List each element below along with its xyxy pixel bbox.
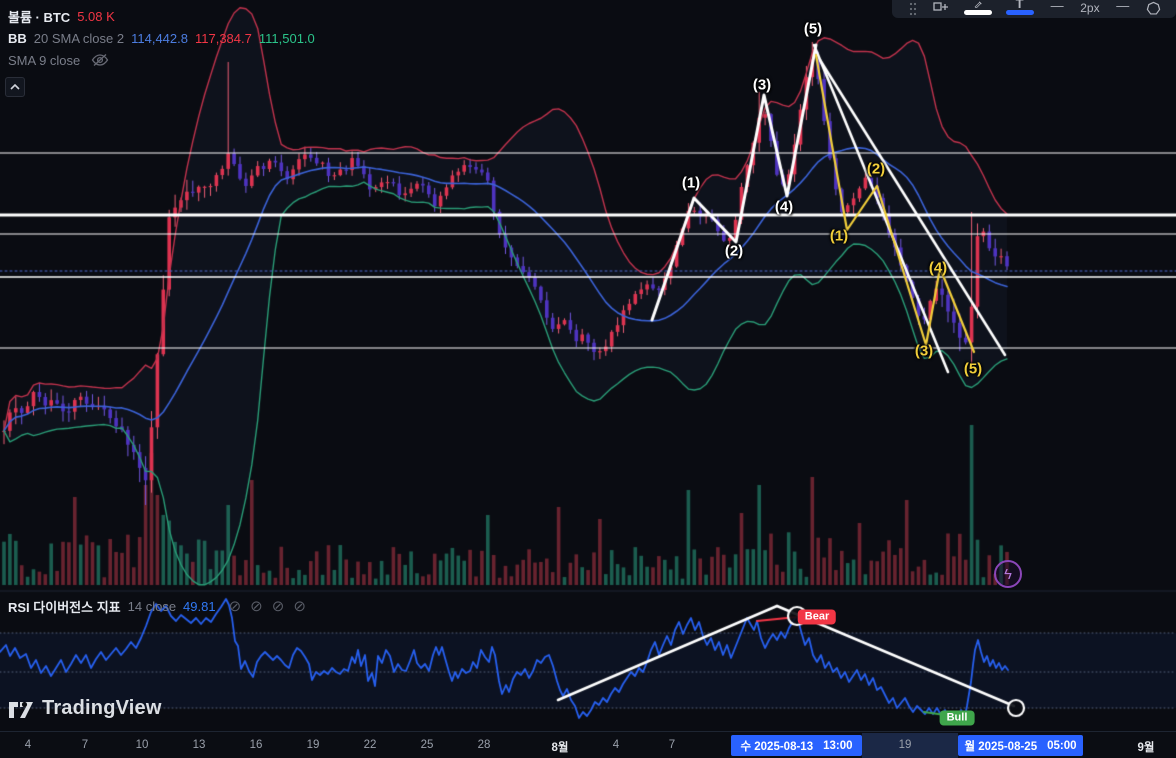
- bb-upper-value: 114,442.8: [131, 30, 188, 46]
- status-slash-icon: ⊘: [228, 598, 242, 615]
- legend-bb-row[interactable]: BB 20 SMA close 2 114,442.8 117,384.7 11…: [8, 27, 315, 49]
- eye-off-icon[interactable]: [91, 53, 109, 67]
- bb-lower-value: 111,501.0: [258, 30, 315, 46]
- time-axis-tick: 19: [898, 739, 912, 751]
- status-slash-icon: ⊘: [293, 598, 306, 615]
- tradingview-watermark: TradingView: [8, 696, 162, 720]
- anchor-add-icon[interactable]: [925, 0, 958, 18]
- line-width-button[interactable]: 2px: [1080, 1, 1100, 15]
- time-axis-tick: 8월: [551, 742, 569, 754]
- wave-label[interactable]: (3): [752, 76, 772, 94]
- legend-volume-row[interactable]: 볼륨 · BTC 5.08 K: [8, 5, 315, 27]
- rsi-params: 14 close: [127, 599, 177, 614]
- rsi-legend-row[interactable]: RSI 다이버전스 지표 14 close 49.81 ⊘ ⊘ ⊘ ⊘: [8, 597, 306, 616]
- shape-settings-icon[interactable]: [1139, 0, 1168, 18]
- time-axis-date-badge: 수 2025-08-13 13:00: [731, 735, 862, 756]
- status-slash-icon: ⊘: [271, 598, 285, 615]
- wave-label[interactable]: (5): [803, 20, 823, 38]
- time-axis-tick: 4: [612, 739, 620, 751]
- legend-sma-row[interactable]: SMA 9 close: [8, 49, 315, 71]
- text-color-tool-icon[interactable]: T: [998, 0, 1040, 18]
- sma-indicator-title: SMA 9 close: [8, 52, 81, 68]
- wave-label[interactable]: (5): [963, 360, 983, 378]
- status-slash-icon: ⊘: [250, 598, 263, 615]
- time-axis-tick: 28: [477, 739, 491, 751]
- chevron-up-icon: [10, 84, 20, 90]
- wave-label[interactable]: (2): [866, 160, 886, 178]
- time-axis-tick: 16: [249, 739, 263, 751]
- color-swatch-white: [964, 10, 993, 15]
- bear-divergence-label[interactable]: Bear: [797, 609, 837, 625]
- bb-indicator-title: BB: [8, 30, 27, 46]
- indicator-legend: 볼륨 · BTC 5.08 K BB 20 SMA close 2 114,44…: [8, 5, 315, 71]
- bb-basis-value: 117,384.7: [194, 30, 252, 46]
- wave-label[interactable]: (4): [774, 198, 794, 216]
- time-axis-date-badge: 월 2025-08-25 05:00: [958, 735, 1083, 756]
- bull-divergence-label[interactable]: Bull: [939, 710, 975, 726]
- time-axis-tick: 9월: [1137, 742, 1155, 754]
- line-style2-icon[interactable]: —: [1116, 0, 1130, 13]
- tradingview-logo-icon: [9, 701, 33, 718]
- time-axis[interactable]: 4 7 10 13 16 19 22 25 28 8월 4 7 19 9월 수 2025-08-13 13:…: [0, 731, 1176, 758]
- bb-params: 20 SMA close 2: [33, 30, 125, 46]
- volume-indicator-title: 볼륨 · BTC: [8, 9, 71, 25]
- watermark-text: TradingView: [42, 696, 162, 719]
- color-swatch-blue: [1005, 10, 1034, 15]
- drawing-toolbar: T — 2px —: [892, 0, 1176, 18]
- rsi-indicator-title: RSI 다이버전스 지표: [8, 600, 121, 615]
- time-axis-tick: 19: [306, 739, 320, 751]
- wave-label[interactable]: (1): [829, 227, 849, 245]
- time-axis-tick: 7: [668, 739, 676, 751]
- wave-label[interactable]: (3): [914, 342, 934, 360]
- wave-label[interactable]: (4): [928, 259, 948, 277]
- time-axis-tick: 22: [363, 739, 377, 751]
- time-axis-tick: 7: [81, 739, 89, 751]
- volume-value: 5.08 K: [77, 8, 115, 24]
- rsi-value: 49.81: [183, 599, 216, 614]
- drag-handle-icon[interactable]: [900, 0, 925, 18]
- line-style-icon[interactable]: —: [1050, 0, 1064, 13]
- time-axis-tick: 10: [135, 739, 149, 751]
- wave-label[interactable]: (1): [681, 174, 701, 192]
- time-axis-tick: 25: [420, 739, 434, 751]
- collapse-pane-button[interactable]: [5, 77, 25, 97]
- lightning-icon[interactable]: ϟ: [994, 560, 1022, 588]
- time-axis-tick: 4: [24, 739, 32, 751]
- axis-range-highlight: [862, 733, 958, 758]
- time-axis-tick: 13: [192, 739, 206, 751]
- line-color-tool-icon[interactable]: [958, 0, 998, 18]
- rsi-status-icons: ⊘ ⊘ ⊘ ⊘: [229, 599, 306, 614]
- wave-label[interactable]: (2): [724, 242, 744, 260]
